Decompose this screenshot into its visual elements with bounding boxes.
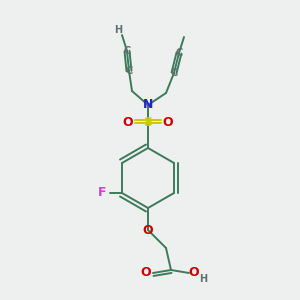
Text: C: C	[123, 46, 130, 56]
Text: H: H	[114, 25, 122, 35]
Text: O: O	[123, 116, 133, 130]
Text: F: F	[98, 187, 106, 200]
Text: O: O	[141, 266, 151, 280]
Text: O: O	[163, 116, 173, 130]
Text: C: C	[176, 48, 183, 58]
Text: O: O	[189, 266, 199, 280]
Text: S: S	[143, 116, 152, 130]
Text: H: H	[199, 274, 207, 284]
Text: C: C	[170, 68, 178, 78]
Text: C: C	[125, 66, 133, 76]
Text: N: N	[143, 98, 153, 112]
Text: O: O	[143, 224, 153, 236]
